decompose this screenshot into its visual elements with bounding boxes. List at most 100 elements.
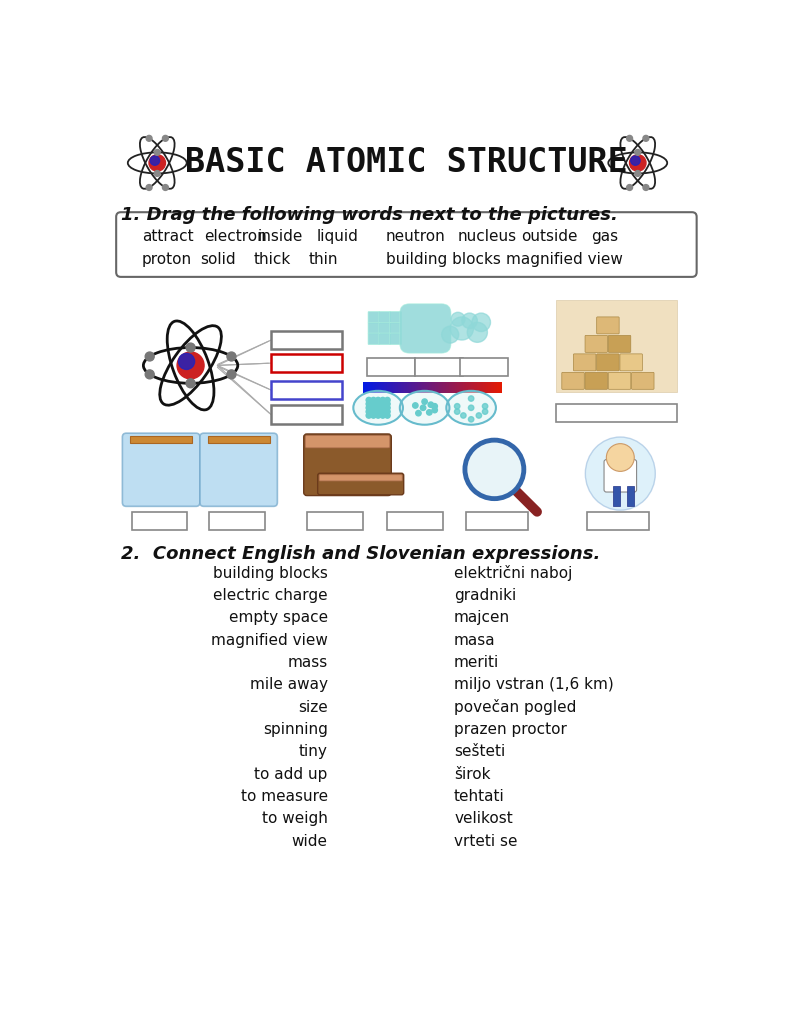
Circle shape (450, 316, 473, 340)
Bar (413, 382, 414, 393)
Bar (415, 357, 462, 376)
Bar (469, 382, 470, 393)
Ellipse shape (400, 391, 450, 425)
Text: liquid: liquid (316, 228, 358, 244)
Circle shape (163, 184, 168, 190)
Bar (393, 382, 394, 393)
FancyBboxPatch shape (368, 311, 380, 324)
Bar (389, 382, 390, 393)
Bar (382, 382, 383, 393)
Bar (447, 382, 448, 393)
Circle shape (630, 156, 640, 165)
FancyBboxPatch shape (573, 354, 596, 371)
Bar (489, 382, 490, 393)
Circle shape (385, 397, 390, 402)
Bar (404, 382, 405, 393)
Bar (364, 382, 365, 393)
Bar (491, 382, 492, 393)
Bar (408, 382, 409, 393)
Bar (415, 382, 416, 393)
Text: BASIC ATOMIC STRUCTURE: BASIC ATOMIC STRUCTURE (185, 146, 627, 179)
Bar (473, 382, 474, 393)
Circle shape (155, 150, 160, 156)
FancyBboxPatch shape (604, 460, 637, 492)
Bar (271, 354, 343, 373)
Bar (451, 382, 452, 393)
Bar (271, 381, 343, 399)
Bar (395, 382, 396, 393)
Bar (485, 382, 486, 393)
Bar (375, 382, 376, 393)
Bar (588, 512, 649, 530)
Bar (434, 382, 435, 393)
Text: širok: širok (454, 767, 491, 781)
Bar (386, 382, 387, 393)
Bar (463, 382, 465, 393)
Bar (426, 382, 427, 393)
FancyBboxPatch shape (389, 333, 401, 345)
Circle shape (366, 401, 372, 407)
Circle shape (428, 402, 434, 408)
Circle shape (416, 411, 421, 416)
Circle shape (467, 323, 488, 342)
Text: thin: thin (308, 252, 338, 266)
Bar (130, 435, 192, 443)
Bar (430, 382, 431, 393)
Bar (389, 382, 391, 393)
Bar (376, 382, 377, 393)
Bar (394, 382, 396, 393)
Bar (390, 382, 392, 393)
Text: spinning: spinning (262, 722, 328, 737)
Ellipse shape (446, 391, 496, 425)
Bar (208, 435, 270, 443)
FancyBboxPatch shape (379, 311, 390, 324)
Bar (466, 512, 528, 530)
Bar (370, 382, 371, 393)
Circle shape (442, 327, 458, 343)
Bar (464, 382, 465, 393)
Circle shape (635, 150, 641, 156)
Bar (366, 357, 415, 376)
Bar (436, 382, 437, 393)
Text: povečan pogled: povečan pogled (454, 699, 577, 716)
Bar (431, 382, 432, 393)
Text: to add up: to add up (255, 767, 328, 781)
Circle shape (451, 312, 465, 327)
Bar (501, 382, 502, 393)
Bar (481, 382, 482, 393)
Bar (429, 382, 431, 393)
Bar (448, 382, 449, 393)
Bar (307, 512, 362, 530)
Circle shape (462, 313, 477, 329)
Bar (452, 382, 453, 393)
Bar (427, 382, 429, 393)
Circle shape (371, 413, 376, 418)
Bar (482, 382, 483, 393)
Text: to weigh: to weigh (262, 811, 328, 826)
FancyBboxPatch shape (389, 323, 401, 334)
Ellipse shape (354, 391, 403, 425)
Text: neutron: neutron (386, 228, 446, 244)
Circle shape (380, 401, 385, 407)
Bar (496, 382, 498, 393)
Circle shape (380, 413, 385, 418)
Bar (557, 300, 676, 392)
Bar (433, 382, 434, 393)
Bar (420, 382, 421, 393)
Circle shape (385, 413, 390, 418)
FancyBboxPatch shape (320, 475, 402, 481)
Circle shape (465, 440, 524, 499)
Bar (423, 382, 425, 393)
Bar (449, 382, 450, 393)
Circle shape (482, 409, 488, 415)
Bar (468, 382, 469, 393)
Text: building blocks: building blocks (213, 566, 328, 581)
Text: mass: mass (288, 655, 328, 670)
Bar (419, 382, 420, 393)
Text: 1. Drag the following words next to the pictures.: 1. Drag the following words next to the … (121, 206, 618, 224)
Bar (373, 382, 374, 393)
Text: tehtati: tehtati (454, 790, 505, 804)
Bar (391, 382, 393, 393)
FancyBboxPatch shape (117, 212, 696, 276)
Bar (435, 382, 436, 393)
